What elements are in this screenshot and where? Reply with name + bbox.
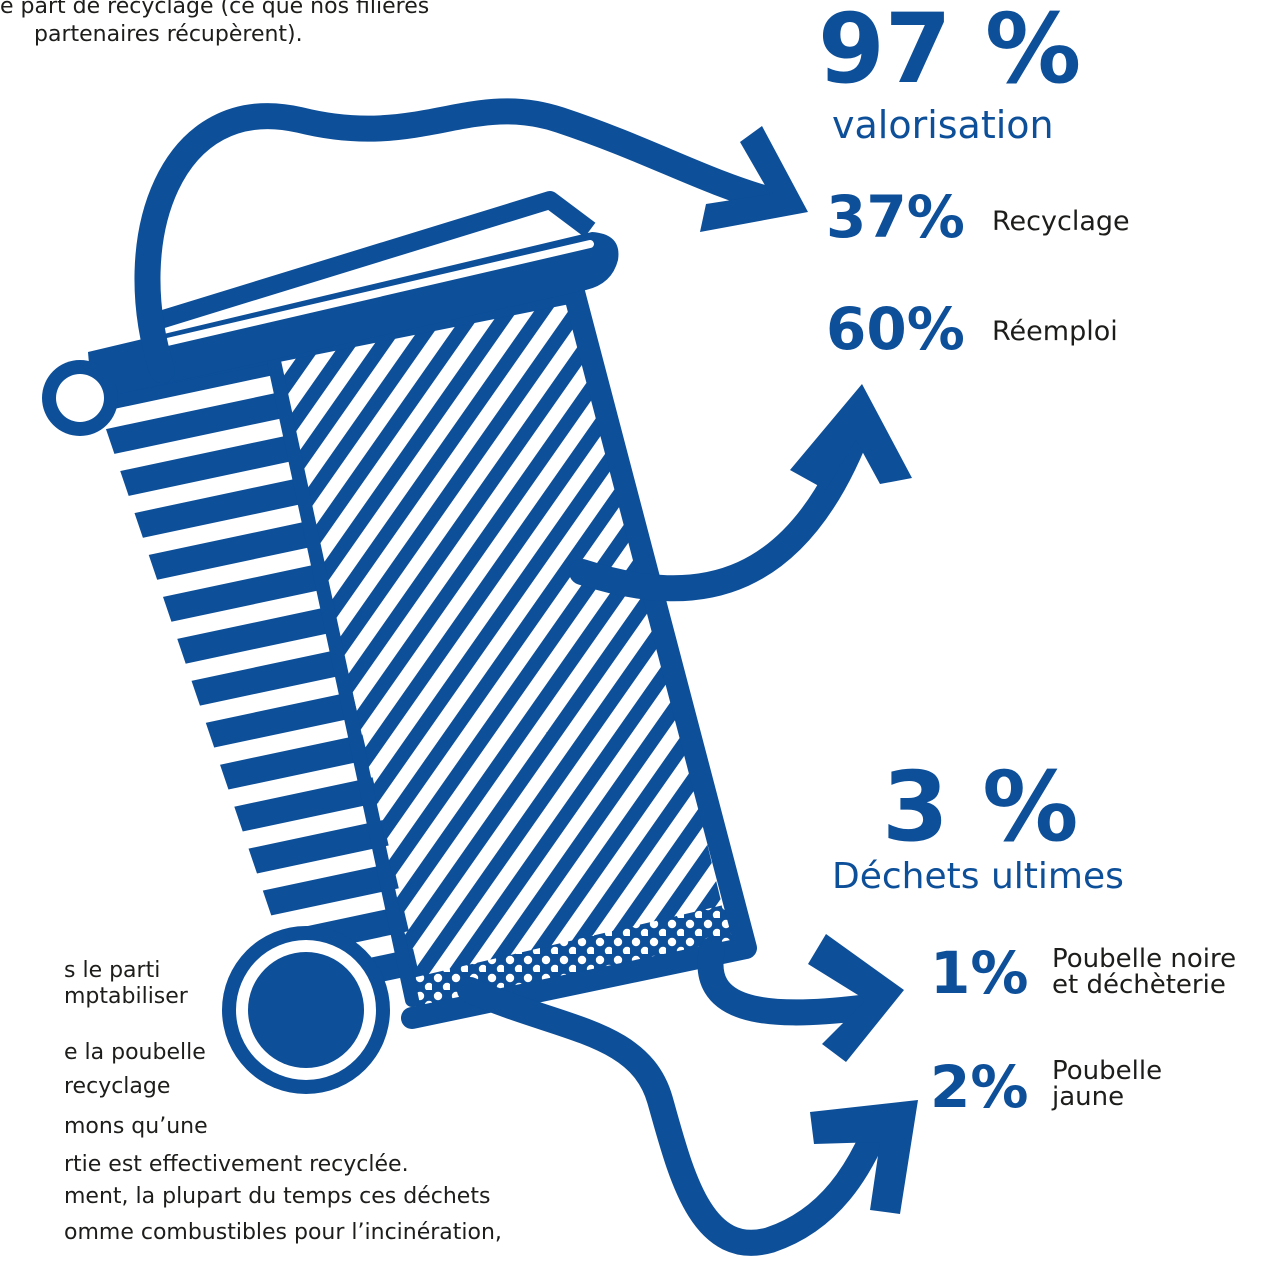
intro-text-line2: partenaires récupèrent). [34,22,303,47]
arrow-poubelle-noire-path [697,937,873,1026]
poubelle-jaune-label-line2: jaune [1052,1082,1125,1112]
bottom-text-line1: s le parti [64,958,161,983]
bottom-text-line7: ment, la plupart du temps ces déchets [64,1184,491,1209]
reemploi-percent: 60% [826,295,965,363]
bottom-text-line8: omme combustibles pour l’incinération, [64,1220,502,1245]
arrowhead-poubelle-jaune [810,1100,918,1214]
poubelle-noire-label-line1: Poubelle noire [1052,944,1237,974]
arrow-reemploi-path [569,407,875,602]
bin-wheel [222,926,390,1094]
recyclage-percent: 37% [826,183,965,251]
intro-text-line1: e part de recyclage (ce que nos filières [0,0,430,19]
poubelle-noire-percent: 1% [930,939,1029,1007]
bottom-text-line6: rtie est effectivement recyclée. [64,1152,409,1177]
poubelle-jaune-percent: 2% [930,1053,1029,1121]
arrow-heads [700,126,918,1214]
poubelle-noire-label-line2: et déchèterie [1052,970,1226,1000]
arrowhead-reemploi [790,384,912,490]
bin-divider [265,345,419,1007]
bottom-text-line4: recyclage [64,1074,171,1099]
dechets-ultimes-label: Déchets ultimes [832,856,1124,897]
bottom-text-line5: mons qu’une [64,1114,208,1139]
valorisation-percent: 97 % [818,0,1082,105]
poubelle-jaune-label-line1: Poubelle [1052,1056,1163,1086]
bottom-text-line2: mptabiliser [64,984,188,1009]
arrowhead-valorisation [700,126,808,232]
bin-lid [42,191,619,436]
arrow-valorisation-path [134,98,783,383]
valorisation-label: valorisation [832,103,1054,147]
reemploi-label: Réemploi [992,316,1118,347]
dechets-ultimes-percent: 3 % [882,751,1079,863]
arrow-poubelle-jaune-path [457,977,893,1256]
bottom-text-line3: e la poubelle [64,1040,206,1065]
recyclage-label: Recyclage [992,206,1130,237]
arrowhead-poubelle-noire [808,934,904,1062]
